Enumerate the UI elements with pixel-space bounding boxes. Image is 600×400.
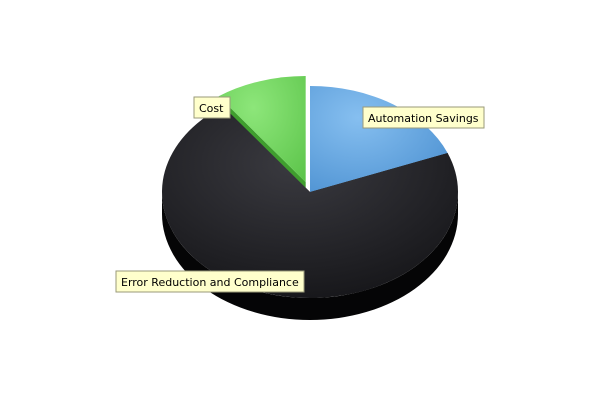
slice-label-text: Cost (199, 102, 224, 115)
slice-label-box (362, 106, 485, 129)
label-error-reduction-and-compliance: Error Reduction and Compliance (115, 270, 305, 293)
slice-error-reduction-and-compliance (162, 106, 459, 298)
slice-label-box (115, 270, 305, 293)
slice-automation-savings (310, 86, 448, 192)
slice-label-text: Error Reduction and Compliance (121, 276, 299, 289)
label-automation-savings: Automation Savings (362, 106, 485, 129)
pie-tops (162, 76, 459, 298)
slice-label-box (193, 96, 231, 119)
slice-cost (218, 76, 306, 183)
slice-label-text: Automation Savings (368, 112, 479, 125)
label-cost: Cost (193, 96, 231, 119)
pie-labels: Automation Savings Error Reduction and Co… (115, 96, 485, 293)
